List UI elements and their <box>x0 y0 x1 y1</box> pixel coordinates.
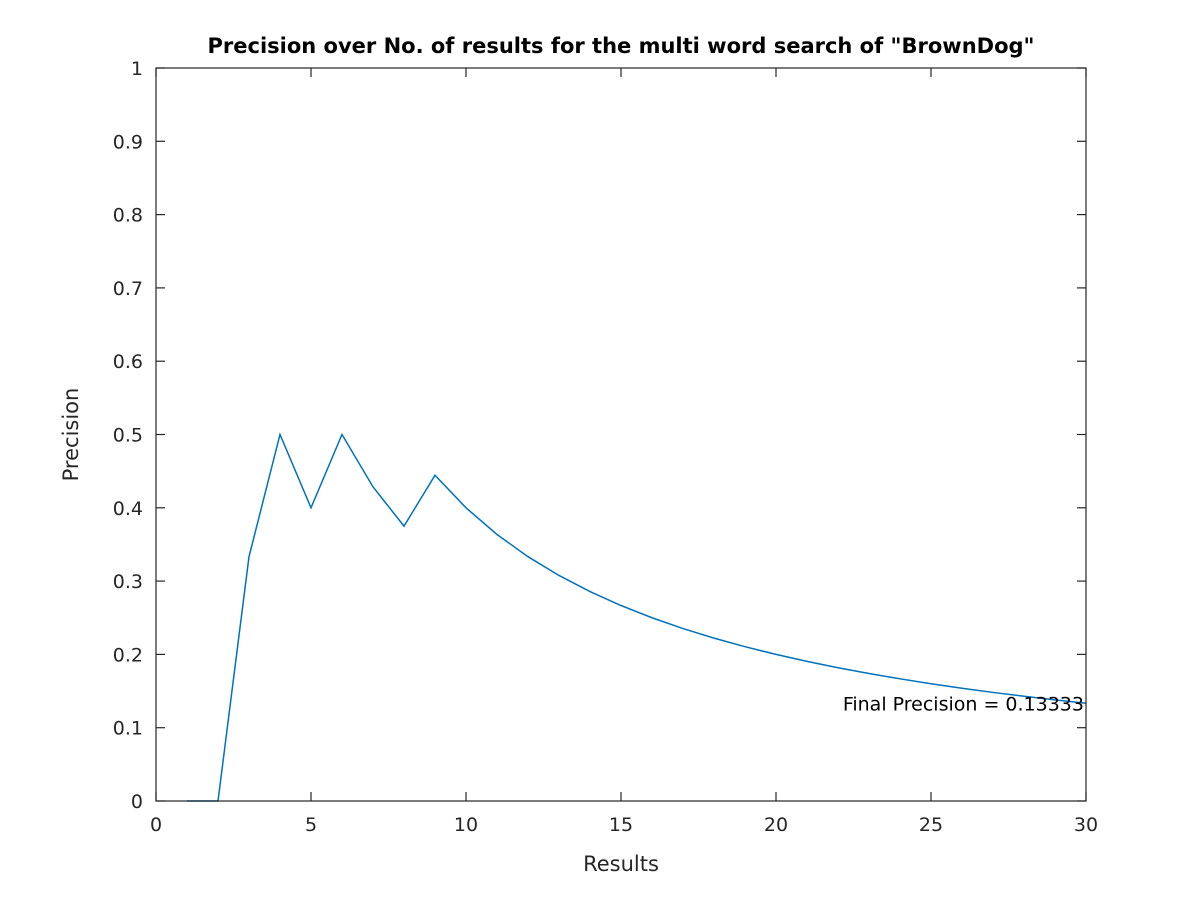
y-tick-label: 0.5 <box>113 425 143 447</box>
y-axis-label: Precision <box>59 388 83 482</box>
plot-area <box>156 68 1086 801</box>
y-tick-label: 1 <box>131 58 143 80</box>
y-tick-label: 0.8 <box>113 205 143 227</box>
final-precision-annotation: Final Precision = 0.13333 <box>843 693 1084 715</box>
x-tick-label: 30 <box>1074 814 1098 836</box>
x-tick-label: 10 <box>454 814 478 836</box>
x-tick-label: 5 <box>305 814 317 836</box>
y-tick-label: 0.4 <box>113 498 143 520</box>
y-tick-label: 0 <box>131 791 143 813</box>
y-tick-label: 0.1 <box>113 718 143 740</box>
annotations: Final Precision = 0.13333 <box>843 693 1084 715</box>
y-tick-label: 0.3 <box>113 571 143 593</box>
x-tick-label: 15 <box>609 814 633 836</box>
y-tick-label: 0.6 <box>113 351 143 373</box>
tick-labels: 0 5 10 15 20 25 30 0 0.1 0.2 0.3 0.4 0.5 0.6 0.7 0.8 0.9… <box>113 58 1098 836</box>
y-tick-label: 0.7 <box>113 278 143 300</box>
y-tick-label: 0.2 <box>113 644 143 666</box>
x-axis-label: Results <box>583 852 659 876</box>
x-tick-label: 25 <box>919 814 943 836</box>
plot-frame <box>155 67 1087 802</box>
series-layer <box>187 432 1087 802</box>
x-tick-label: 0 <box>150 814 162 836</box>
chart-title: Precision over No. of results for the mu… <box>208 34 1035 58</box>
y-tick-label: 0.9 <box>113 131 143 153</box>
x-tick-label: 20 <box>764 814 788 836</box>
series-line <box>187 432 1087 802</box>
